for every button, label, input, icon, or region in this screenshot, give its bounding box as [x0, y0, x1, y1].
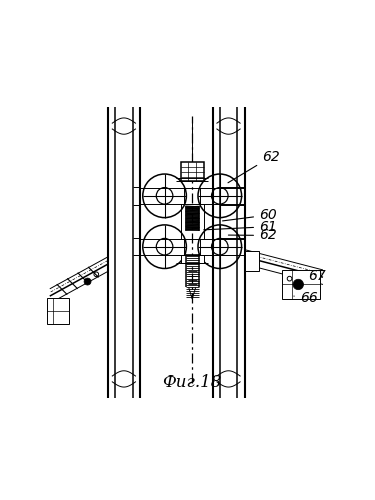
Text: 67: 67: [308, 269, 326, 283]
Text: 62: 62: [228, 228, 277, 242]
Text: 61: 61: [204, 220, 277, 234]
Text: Фиг.18: Фиг.18: [162, 374, 222, 390]
Text: 60: 60: [222, 208, 277, 222]
Bar: [244, 251, 259, 272]
Bar: [181, 256, 204, 262]
Text: 62: 62: [228, 150, 280, 183]
Circle shape: [84, 278, 91, 285]
Circle shape: [293, 279, 303, 289]
Bar: [181, 162, 204, 182]
Bar: [47, 298, 69, 324]
Bar: [282, 270, 320, 299]
Text: 66: 66: [294, 291, 318, 305]
